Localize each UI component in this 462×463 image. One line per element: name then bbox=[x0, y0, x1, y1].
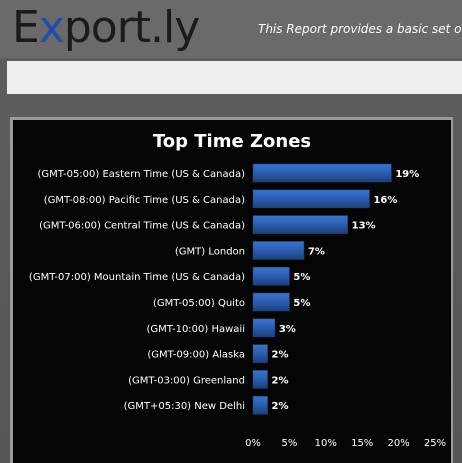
time-zones-chart: Top Time Zones (GMT-05:00) Eastern Time (… bbox=[29, 131, 446, 449]
category-label: (GMT-08:00) Pacific Time (US & Canada) bbox=[44, 195, 245, 206]
category-label: (GMT-07:00) Mountain Time (US & Canada) bbox=[29, 272, 245, 283]
logo-text-end: port.ly bbox=[63, 2, 200, 53]
app-logo: Export.ly bbox=[12, 2, 200, 54]
category-label: (GMT+05:30) New Delhi bbox=[124, 401, 245, 412]
bar bbox=[252, 266, 290, 286]
data-label: 13% bbox=[352, 221, 376, 232]
category-label: (GMT-09:00) Alaska bbox=[147, 350, 245, 361]
bar bbox=[252, 163, 392, 183]
data-label: 5% bbox=[293, 298, 310, 309]
data-label: 16% bbox=[373, 195, 397, 206]
category-label: (GMT-03:00) Greenland bbox=[128, 375, 245, 386]
chart-title: Top Time Zones bbox=[153, 131, 311, 152]
bar bbox=[252, 318, 276, 338]
category-label: (GMT-05:00) Quito bbox=[153, 298, 245, 309]
data-label: 7% bbox=[308, 246, 325, 257]
bar bbox=[252, 241, 305, 260]
data-label: 5% bbox=[293, 272, 310, 283]
bar bbox=[252, 344, 268, 363]
x-tick-label: 5% bbox=[281, 438, 297, 449]
x-tick-label: 25% bbox=[424, 438, 446, 449]
bar bbox=[252, 189, 370, 209]
category-label: (GMT) London bbox=[175, 246, 245, 257]
bar bbox=[252, 215, 348, 234]
info-bar bbox=[7, 61, 462, 94]
x-tick-label: 15% bbox=[351, 438, 373, 449]
logo-text-accent: x bbox=[38, 2, 65, 53]
chart-panel: Top Time Zones (GMT-05:00) Eastern Time (… bbox=[13, 120, 451, 463]
data-label: 2% bbox=[272, 350, 289, 361]
report-header: Export.ly This Report provides a basic s… bbox=[0, 0, 462, 58]
bar bbox=[252, 370, 268, 389]
category-label: (GMT-06:00) Central Time (US & Canada) bbox=[39, 221, 245, 232]
data-label: 3% bbox=[279, 324, 296, 335]
category-label: (GMT-10:00) Hawaii bbox=[147, 324, 246, 335]
category-label: (GMT-05:00) Eastern Time (US & Canada) bbox=[38, 169, 246, 180]
x-tick-label: 10% bbox=[315, 438, 337, 449]
data-label: 19% bbox=[395, 169, 419, 180]
x-tick-label: 0% bbox=[245, 438, 261, 449]
data-label: 2% bbox=[272, 375, 289, 386]
x-tick-label: 20% bbox=[387, 438, 409, 449]
bar bbox=[252, 395, 268, 415]
bar bbox=[252, 292, 290, 312]
data-label: 2% bbox=[272, 401, 289, 412]
logo-text-start: E bbox=[12, 2, 40, 53]
report-tagline: This Report provides a basic set of bbox=[258, 22, 462, 36]
